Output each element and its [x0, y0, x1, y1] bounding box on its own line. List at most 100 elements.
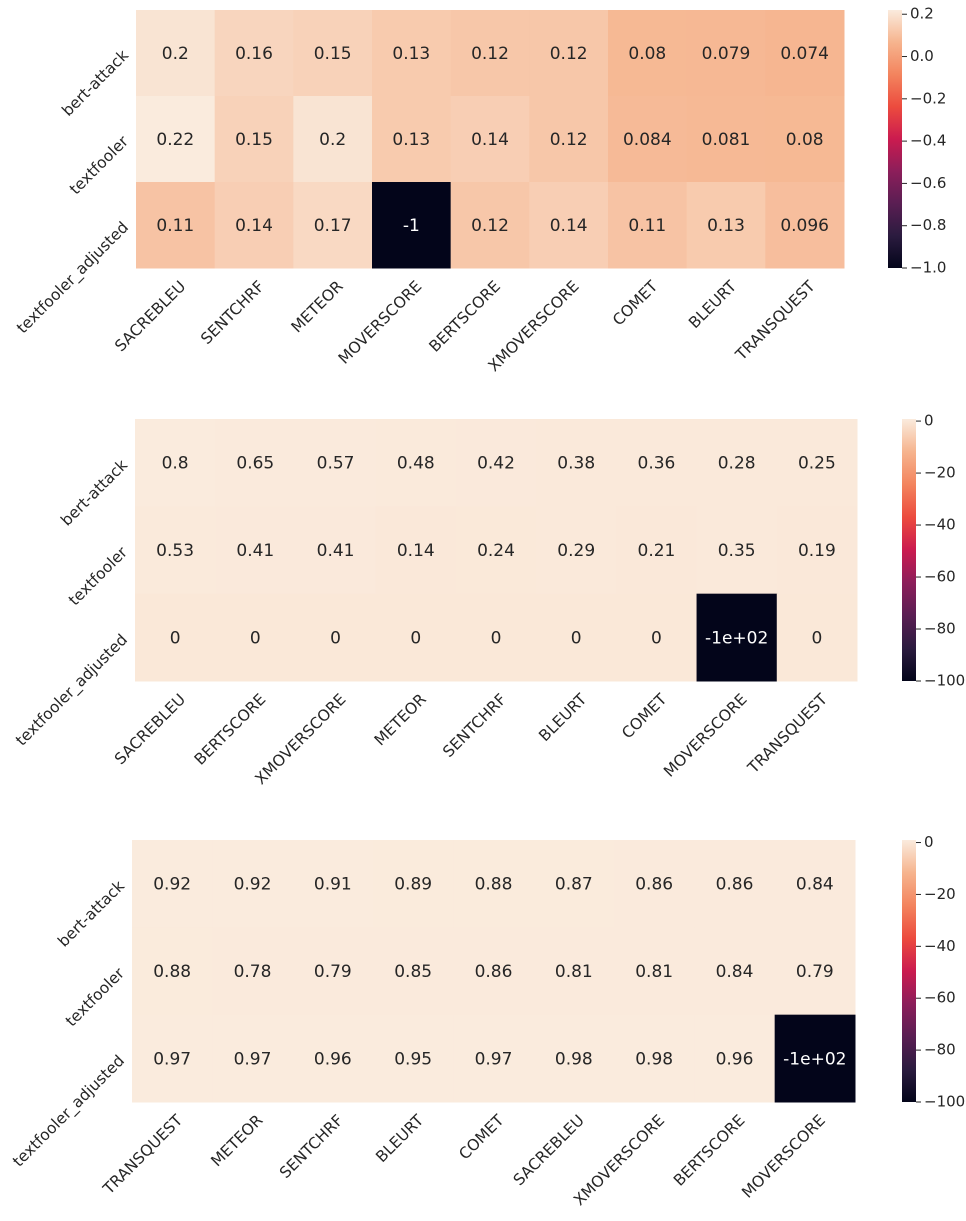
- heatmap-cell-textfooler-adjusted-sentchrf: [214, 182, 294, 269]
- heatmap-cell-bert-attack-bleurt: [536, 419, 617, 507]
- cell-value-label: 0.13: [392, 44, 430, 64]
- heatmap-cell-textfooler-bertscore: [450, 96, 530, 183]
- heatmap-cell-bert-attack-comet: [453, 840, 535, 928]
- cell-value-label: 0.15: [235, 130, 273, 150]
- cell-value-label: 0.2: [319, 130, 346, 150]
- heatmap-cell-textfooler-adjusted-sacrebleu: [135, 593, 216, 682]
- cell-value-label: 0.15: [314, 44, 352, 64]
- heatmap-cell-textfooler-adjusted-bertscore: [694, 1014, 776, 1103]
- heatmap-cell-textfooler-adjusted-moverscore: [696, 593, 778, 682]
- heatmap-cell-bert-attack-transquest: [765, 10, 845, 97]
- heatmap-cell-textfooler-xmoverscore: [529, 96, 609, 183]
- cell-value-label: 0.92: [153, 875, 191, 895]
- heatmap-cell-textfooler-xmoverscore: [295, 506, 377, 595]
- x-tick-label: SACREBLEU: [111, 277, 189, 355]
- cell-value-label: 0.85: [394, 962, 432, 982]
- heatmap-cell-bert-attack-xmoverscore: [614, 840, 695, 928]
- heatmap-cell-textfooler-meteor: [375, 506, 457, 595]
- heatmap-cell-textfooler-adjusted-comet: [616, 593, 698, 682]
- cell-value-label: 0.13: [392, 130, 430, 150]
- colorbar-tick-label: −100: [924, 672, 965, 690]
- colorbar-tick-label: −0.2: [910, 89, 946, 107]
- cell-value-label: 0.19: [798, 541, 836, 561]
- cell-value-label: 0.08: [786, 130, 824, 150]
- cell-value-label: 0.29: [557, 541, 595, 561]
- cell-value-label: 0: [330, 628, 341, 648]
- heatmap-cell-textfooler-sentchrf: [292, 927, 374, 1016]
- heatmap-cell-textfooler-adjusted-meteor: [293, 182, 373, 269]
- cell-value-label: 0.48: [397, 454, 435, 474]
- cell-value-label: 0.41: [236, 541, 274, 561]
- cell-value-label: 0.14: [397, 541, 435, 561]
- cell-value-label: 0.2: [162, 44, 189, 64]
- x-tick-label: TRANSQUEST: [99, 1111, 187, 1199]
- heatmap-cell-textfooler-sacrebleu: [533, 927, 615, 1016]
- cell-value-label: -1e+02: [783, 1049, 846, 1069]
- y-tick-label: textfooler: [62, 964, 128, 1030]
- cell-value-label: 0.97: [153, 1049, 191, 1069]
- heatmap-cell-bert-attack-bleurt: [686, 10, 766, 97]
- x-tick-label: MOVERSCORE: [335, 277, 425, 367]
- cell-value-label: 0.79: [796, 962, 834, 982]
- cell-value-label: 0.97: [475, 1049, 513, 1069]
- cell-value-label: 0.96: [314, 1049, 352, 1069]
- heatmap-cell-bert-attack-comet: [616, 419, 698, 507]
- cell-value-label: 0.81: [635, 962, 673, 982]
- cell-value-label: 0.86: [475, 962, 513, 982]
- x-tick-label: SENTCHRF: [439, 690, 510, 761]
- cell-value-label: 0.78: [234, 962, 272, 982]
- x-tick-label: BLEURT: [685, 277, 740, 332]
- cell-value-label: 0.98: [635, 1049, 673, 1069]
- cell-value-label: 0.88: [153, 962, 191, 982]
- colorbar-tick-label: 0.2: [910, 5, 934, 23]
- y-tick-label: textfooler_adjusted: [13, 218, 132, 337]
- heatmap-cell-textfooler-comet: [453, 927, 535, 1016]
- heatmap-cell-bert-attack-sentchrf: [292, 840, 374, 928]
- cell-value-label: 0.28: [718, 454, 756, 474]
- heatmap-cell-textfooler-adjusted-transquest: [765, 182, 845, 269]
- cell-value-label: 0.86: [716, 875, 754, 895]
- heatmap-cell-bert-attack-moverscore: [774, 840, 856, 928]
- colorbar: [902, 840, 916, 1102]
- cell-value-label: 0.87: [555, 875, 593, 895]
- colorbar-tick-label: −60: [924, 989, 956, 1007]
- heatmap-cell-textfooler-transquest: [132, 927, 213, 1016]
- heatmap-cell-textfooler-adjusted-transquest: [132, 1014, 213, 1103]
- heatmap-cell-textfooler-adjusted-bertscore: [215, 593, 296, 682]
- cell-value-label: 0.17: [314, 216, 352, 236]
- cell-value-label: 0.12: [471, 216, 509, 236]
- x-tick-label: BERTSCORE: [670, 1111, 748, 1189]
- x-tick-label: BLEURT: [535, 690, 590, 745]
- heatmap-cell-bert-attack-bertscore: [450, 10, 530, 97]
- cell-value-label: 0.98: [555, 1049, 593, 1069]
- x-tick-label: BERTSCORE: [426, 277, 504, 355]
- x-tick-label: METEOR: [371, 690, 430, 749]
- cell-value-label: 0.88: [475, 875, 513, 895]
- colorbar-tick-label: −60: [924, 568, 956, 586]
- heatmap-cell-textfooler-bertscore: [215, 506, 296, 595]
- cell-value-label: 0: [170, 628, 181, 648]
- cell-value-label: 0.16: [235, 44, 273, 64]
- heatmap-cell-textfooler-comet: [608, 96, 688, 183]
- heatmap-cell-bert-attack-xmoverscore: [529, 10, 609, 97]
- heatmap-cell-bert-attack-sentchrf: [214, 10, 294, 97]
- cell-value-label: 0.12: [550, 130, 588, 150]
- heatmap-cell-textfooler-sentchrf: [455, 506, 537, 595]
- cell-value-label: 0.081: [702, 130, 751, 150]
- cell-value-label: 0: [651, 628, 662, 648]
- cell-value-label: 0.21: [638, 541, 676, 561]
- x-tick-label: SENTCHRF: [276, 1111, 347, 1182]
- cell-value-label: 0.14: [235, 216, 273, 236]
- cell-value-label: 0.95: [394, 1049, 432, 1069]
- colorbar-tick-label: −40: [924, 937, 956, 955]
- heatmap-cell-textfooler-comet: [616, 506, 698, 595]
- y-tick-label: textfooler_adjusted: [9, 1052, 128, 1171]
- cell-value-label: 0.079: [702, 44, 751, 64]
- heatmap-cell-textfooler-adjusted-moverscore: [774, 1014, 856, 1103]
- x-tick-label: SACREBLEU: [111, 690, 189, 768]
- y-tick-label: textfooler_adjusted: [12, 631, 131, 750]
- colorbar-tick-label: −20: [924, 464, 956, 482]
- heatmap-cell-textfooler-adjusted-xmoverscore: [614, 1014, 695, 1103]
- heatmap-cell-textfooler-adjusted-bleurt: [686, 182, 766, 269]
- heatmap-cell-bert-attack-sentchrf: [455, 419, 537, 507]
